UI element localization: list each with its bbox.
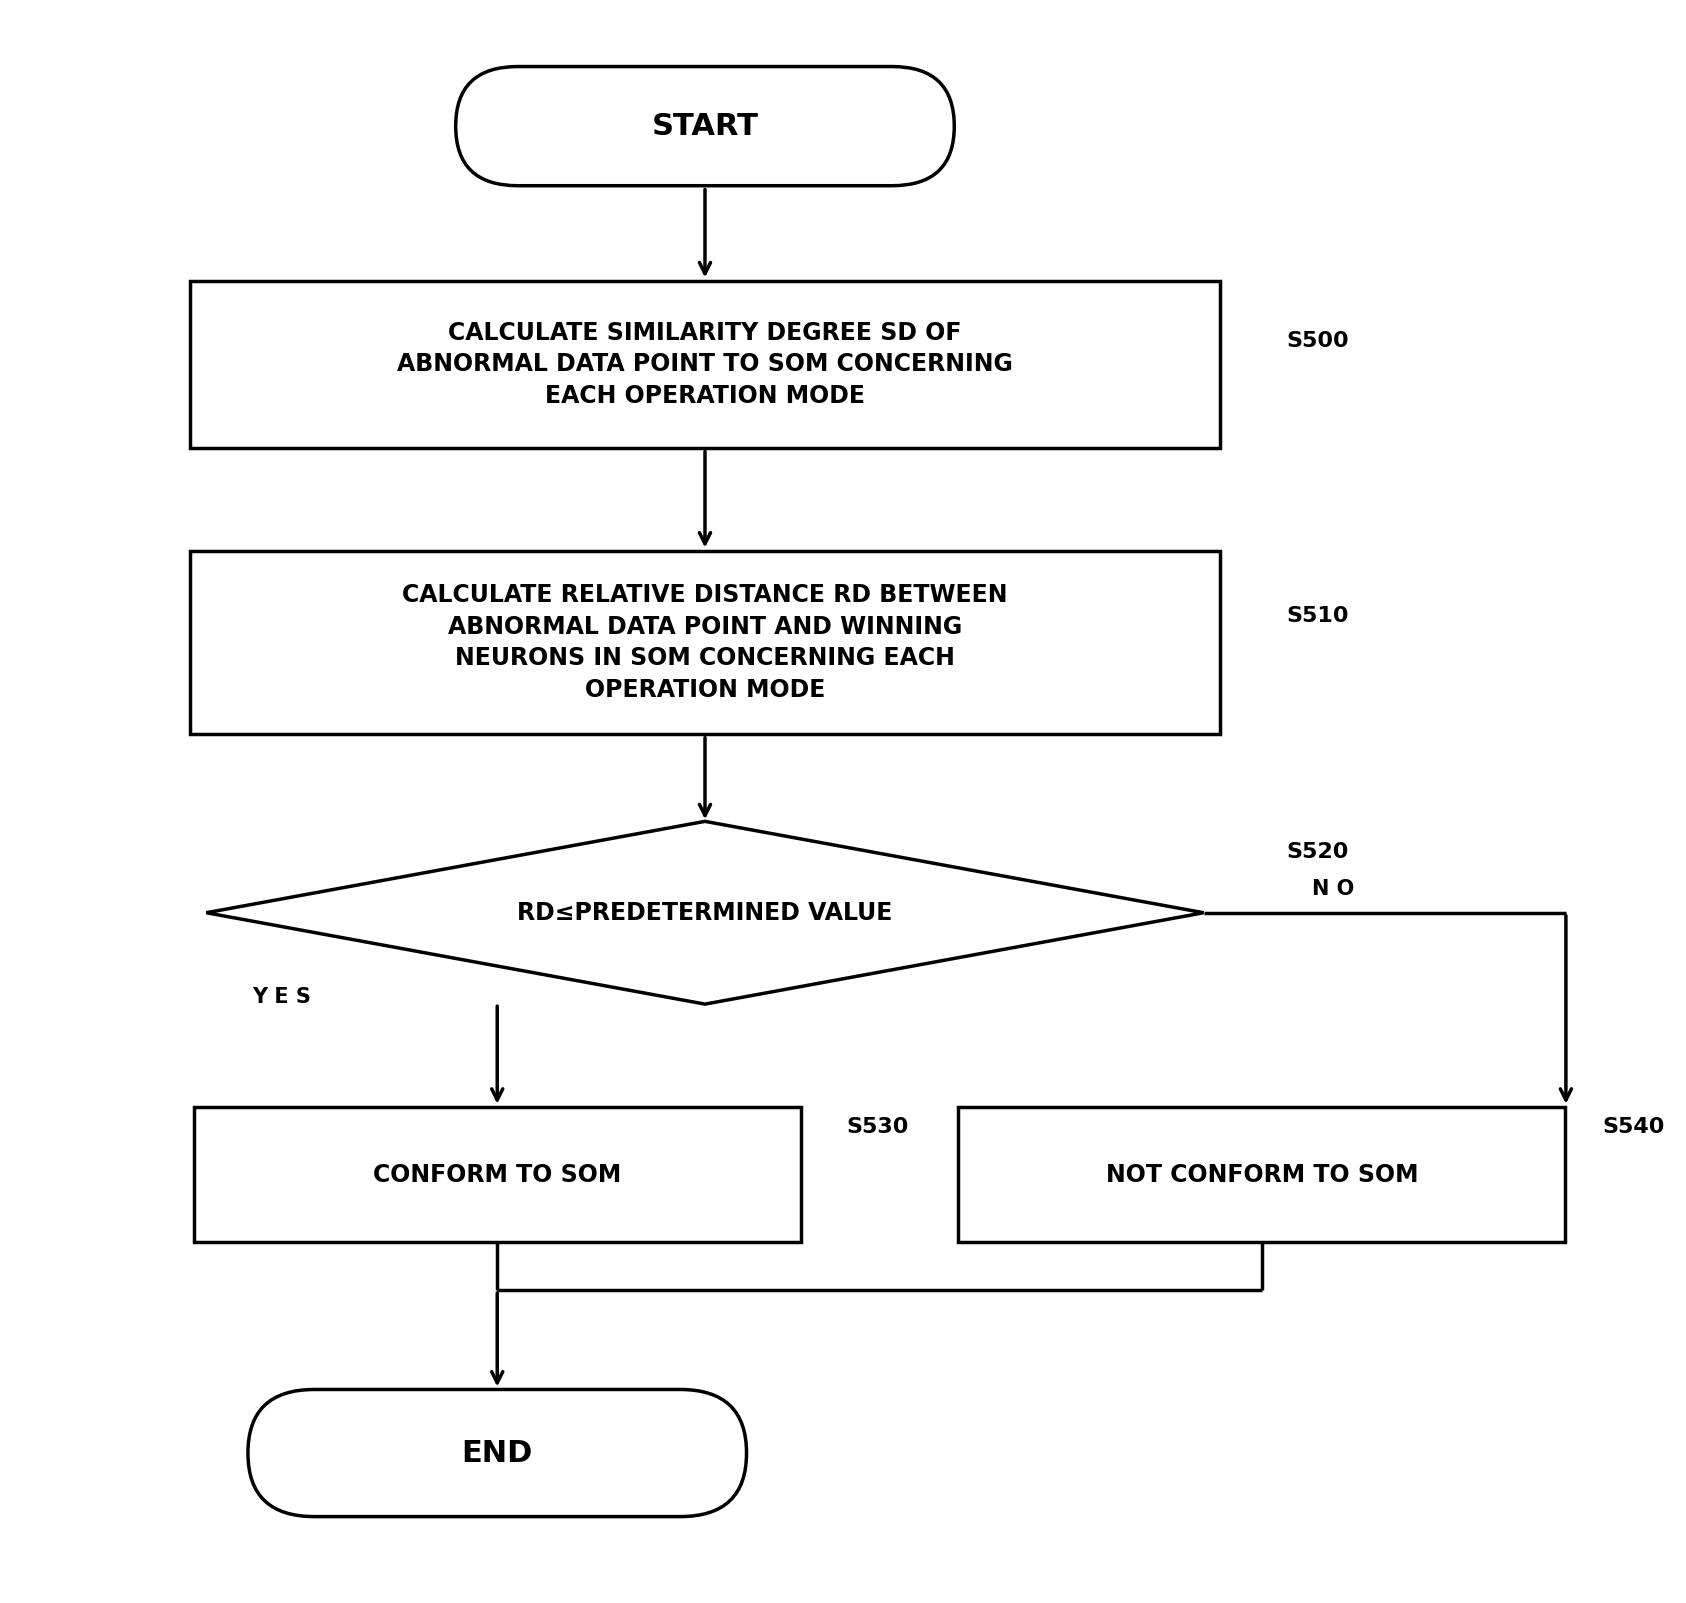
- Bar: [958, 1108, 1565, 1242]
- Text: CONFORM TO SOM: CONFORM TO SOM: [373, 1162, 622, 1186]
- FancyBboxPatch shape: [248, 1390, 747, 1516]
- Text: CALCULATE SIMILARITY DEGREE SD OF
ABNORMAL DATA POINT TO SOM CONCERNING
EACH OPE: CALCULATE SIMILARITY DEGREE SD OF ABNORM…: [396, 321, 1013, 409]
- Bar: [194, 1108, 801, 1242]
- Text: END: END: [462, 1438, 533, 1467]
- Text: S510: S510: [1286, 606, 1349, 625]
- Text: N O: N O: [1312, 878, 1354, 899]
- Text: RD≤PREDETERMINED VALUE: RD≤PREDETERMINED VALUE: [518, 901, 892, 925]
- Text: Y E S: Y E S: [251, 987, 310, 1007]
- Text: S540: S540: [1602, 1117, 1664, 1137]
- Text: S530: S530: [846, 1117, 909, 1137]
- Text: S500: S500: [1286, 330, 1349, 351]
- Text: S520: S520: [1286, 842, 1349, 862]
- Text: CALCULATE RELATIVE DISTANCE RD BETWEEN
ABNORMAL DATA POINT AND WINNING
NEURONS I: CALCULATE RELATIVE DISTANCE RD BETWEEN A…: [403, 583, 1008, 702]
- Polygon shape: [206, 821, 1204, 1003]
- Text: NOT CONFORM TO SOM: NOT CONFORM TO SOM: [1106, 1162, 1418, 1186]
- Bar: [191, 551, 1221, 734]
- FancyBboxPatch shape: [455, 67, 954, 186]
- Bar: [191, 281, 1221, 447]
- Text: START: START: [651, 112, 759, 141]
